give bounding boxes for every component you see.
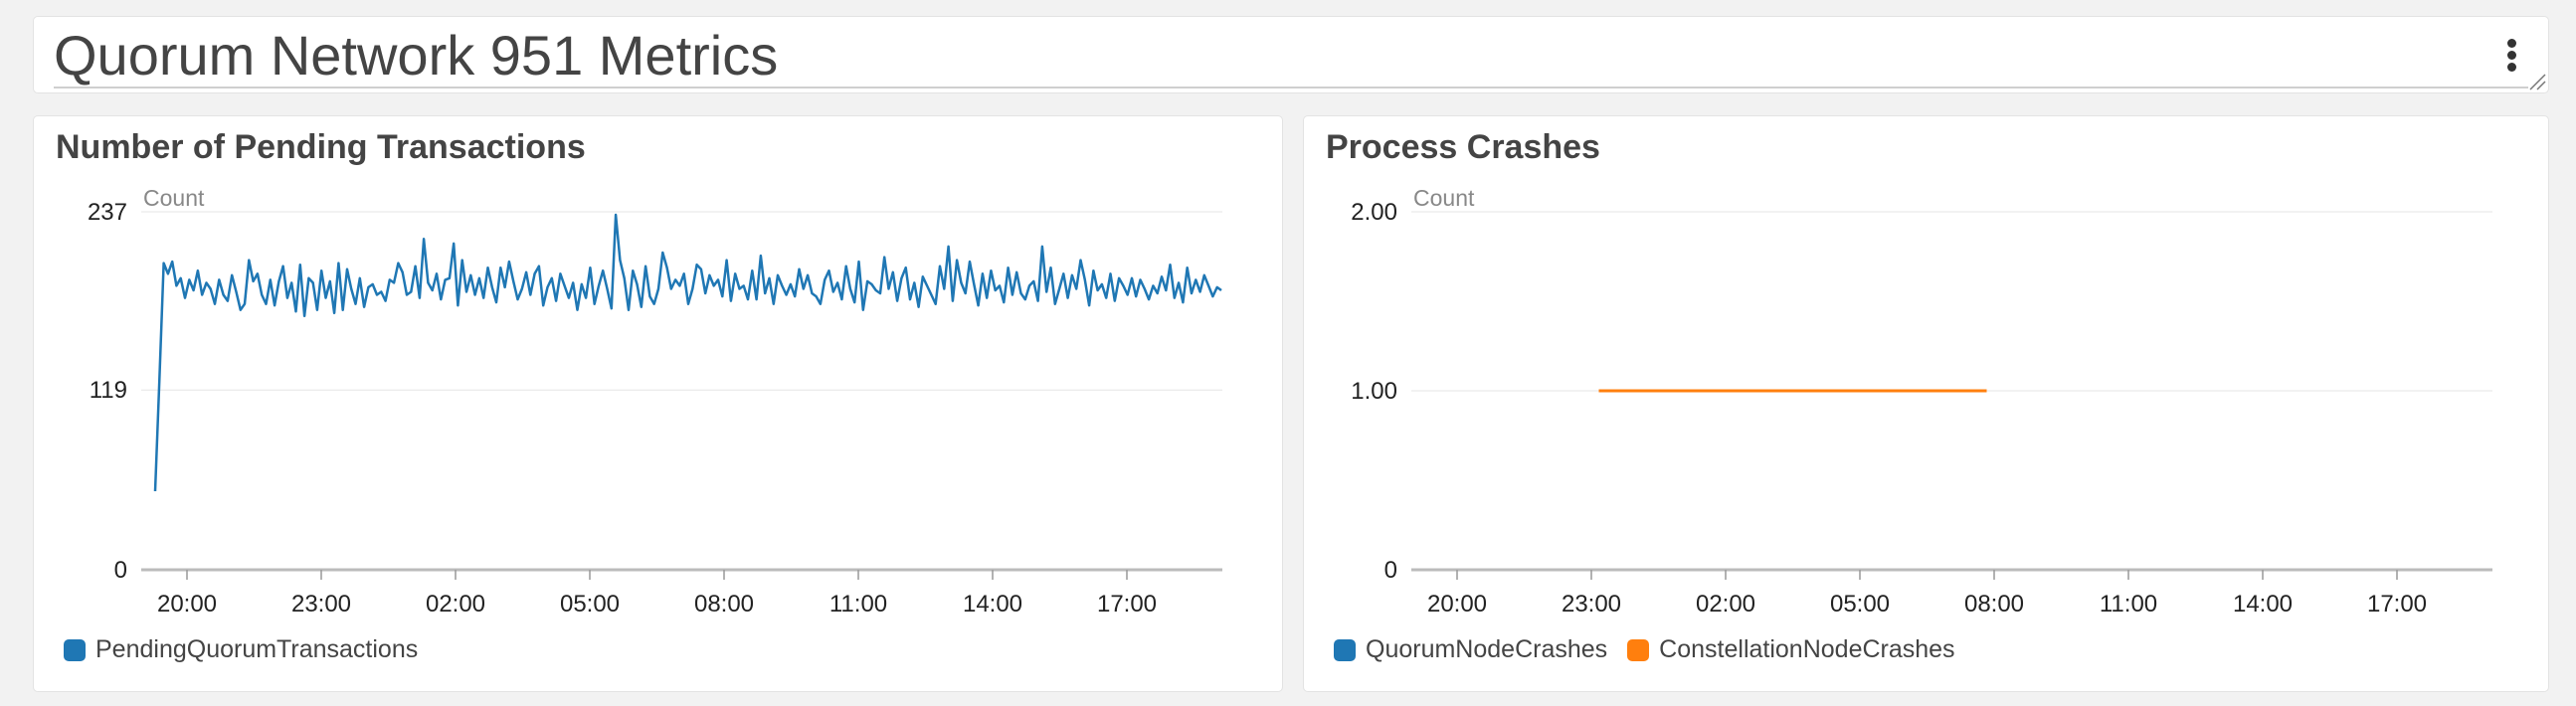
legend-item-constellation-node-crashes[interactable]: ConstellationNodeCrashes (1627, 635, 1955, 664)
x-tick-label: 14:00 (2233, 591, 2293, 618)
y-tick-label: 2.00 (1351, 199, 1397, 226)
legend-swatch (64, 638, 86, 661)
x-tick-label: 20:00 (1427, 591, 1487, 618)
y-axis-unit-label: Count (1413, 185, 1475, 211)
dashboard-title-widget: Quorum Network 951 Metrics (33, 16, 2549, 93)
legend-label: QuorumNodeCrashes (1366, 635, 1608, 663)
x-tick-label: 05:00 (560, 591, 620, 618)
pending-transactions-panel[interactable]: Number of Pending Transactions 237 119 0 Co… (33, 115, 1283, 692)
y-tick-label: 237 (88, 199, 127, 226)
legend-label: ConstellationNodeCrashes (1659, 635, 1955, 663)
x-tick-label: 02:00 (1696, 591, 1755, 618)
kebab-menu-icon[interactable] (2504, 37, 2518, 72)
x-tick-label: 11:00 (829, 591, 887, 618)
x-tick-label: 08:00 (1964, 591, 2024, 618)
y-tick-label: 1.00 (1351, 378, 1397, 405)
process-crashes-chart[interactable]: 2.00 1.00 0 Count 20:00 23:00 02:00 05:00 08:00 1… (1304, 116, 2550, 623)
x-tick-label: 17:00 (2367, 591, 2427, 618)
legend: PendingQuorumTransactions (64, 635, 438, 664)
y-axis-unit-label: Count (143, 185, 205, 211)
title-underline (54, 87, 2528, 88)
x-tick-label: 11:00 (2100, 591, 2157, 618)
x-tick-label: 02:00 (426, 591, 485, 618)
y-tick-label: 0 (1384, 557, 1397, 584)
panel-title: Number of Pending Transactions (56, 128, 586, 166)
pending-transactions-chart[interactable]: 237 119 0 Count 20:00 23:00 02:00 05:00 08:00 11:… (34, 116, 1284, 623)
legend-item-pending-quorum-transactions[interactable]: PendingQuorumTransactions (64, 635, 418, 664)
x-tick-label: 23:00 (1562, 591, 1621, 618)
legend-item-quorum-node-crashes[interactable]: QuorumNodeCrashes (1334, 635, 1607, 664)
dashboard-title: Quorum Network 951 Metrics (54, 24, 779, 87)
series-line (153, 213, 1222, 492)
x-tick-label: 14:00 (963, 591, 1022, 618)
process-crashes-panel[interactable]: Process Crashes 2.00 1.00 0 Count 20:00 23:00… (1303, 115, 2549, 692)
x-tick-label: 05:00 (1830, 591, 1890, 618)
resize-handle-icon[interactable] (2526, 71, 2546, 90)
legend-label: PendingQuorumTransactions (95, 635, 419, 663)
panel-title: Process Crashes (1326, 128, 1600, 166)
y-tick-label: 0 (114, 557, 127, 584)
x-tick-label: 17:00 (1097, 591, 1157, 618)
y-tick-label: 119 (90, 377, 127, 404)
legend: QuorumNodeCrashes ConstellationNodeCrash… (1334, 635, 1975, 664)
legend-swatch (1627, 638, 1650, 661)
x-tick-label: 08:00 (694, 591, 754, 618)
x-tick-label: 20:00 (157, 591, 217, 618)
legend-swatch (1334, 638, 1356, 661)
x-tick-label: 23:00 (291, 591, 351, 618)
